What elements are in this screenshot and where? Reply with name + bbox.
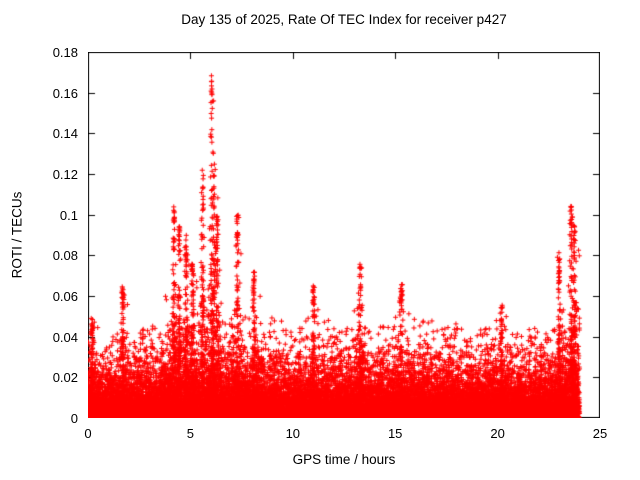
x-axis-label: GPS time / hours xyxy=(292,452,396,467)
scatter-plot-canvas xyxy=(88,52,600,418)
y-tick-label: 0.1 xyxy=(59,207,78,223)
x-tick-label: 20 xyxy=(490,426,505,441)
chart-title: Day 135 of 2025, Rate Of TEC Index for r… xyxy=(181,12,507,27)
y-tick-label: 0.12 xyxy=(52,167,78,182)
y-tick-label: 0 xyxy=(70,411,78,426)
x-tick-label: 10 xyxy=(285,426,301,441)
y-tick-label: 0.08 xyxy=(52,248,78,264)
y-tick-label: 0.04 xyxy=(52,329,78,345)
y-tick-label: 0.06 xyxy=(52,289,78,304)
x-tick-label: 15 xyxy=(387,426,403,441)
x-tick-label: 0 xyxy=(84,426,92,441)
x-tick-label: 5 xyxy=(186,426,194,441)
y-tick-label: 0.02 xyxy=(52,370,78,386)
y-axis-label: ROTI / TECUs xyxy=(9,191,25,279)
y-tick-label: 0.14 xyxy=(52,126,78,142)
y-tick-label: 0.16 xyxy=(52,85,78,101)
x-tick-label: 25 xyxy=(592,426,608,441)
y-tick-label: 0.18 xyxy=(52,45,78,60)
